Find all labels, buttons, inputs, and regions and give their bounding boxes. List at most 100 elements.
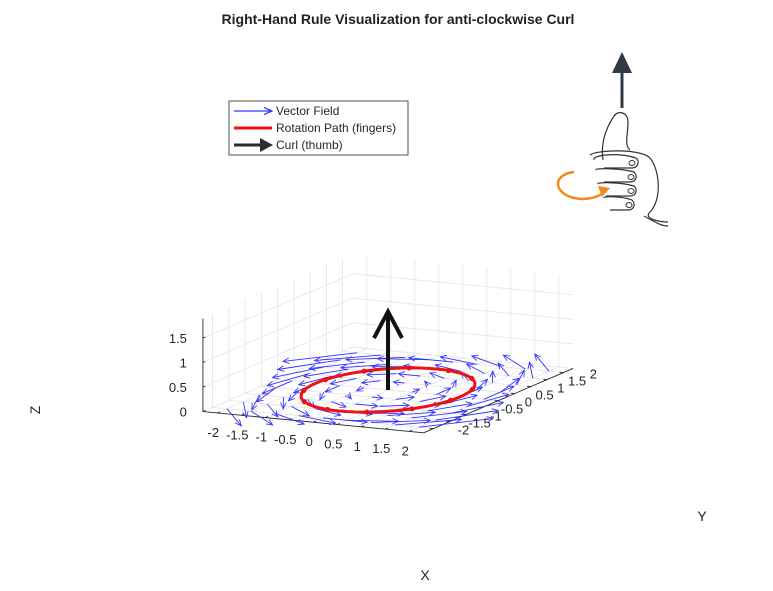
z-tick	[202, 385, 206, 388]
x-tick-label: 1.5	[372, 441, 390, 456]
x-tick	[337, 422, 341, 425]
rotation-path-marker	[364, 409, 370, 415]
vector-field-arrow	[440, 357, 478, 365]
vector-field-arrow	[535, 354, 550, 372]
finger-curl-arrow	[556, 170, 607, 201]
vector-field-arrow	[325, 384, 341, 391]
vector-field-arrow	[472, 356, 502, 368]
vector-field-arrow	[516, 370, 525, 386]
y-tick-label: 0	[525, 395, 532, 410]
rotation-path-circle	[299, 366, 477, 414]
x-tick	[385, 427, 389, 430]
vector-field-arrow	[341, 363, 389, 367]
vector-field-arrow	[530, 362, 533, 379]
z-axis-label: Z	[27, 405, 43, 414]
vector-field-arrow	[266, 403, 278, 417]
rotation-path-marker	[322, 377, 329, 383]
vector-field-arrow	[409, 358, 454, 363]
vector-field-arrow	[331, 401, 347, 407]
y-tick-label: -1.5	[468, 416, 490, 431]
vector-field-arrow	[395, 397, 415, 399]
y-tick-label: 0.5	[536, 388, 554, 403]
vector-field-arrow	[274, 412, 304, 424]
z-tick-label: 0	[180, 405, 187, 420]
vector-field-arrow	[243, 401, 246, 418]
hand-finger-3	[597, 182, 637, 197]
vector-field-arrow	[425, 381, 429, 385]
vector-field-arrow	[419, 396, 446, 403]
vector-field-arrow	[394, 420, 462, 426]
finger-curl-arrow-head	[598, 186, 610, 197]
legend-label-curl: Curl (thumb)	[276, 138, 343, 152]
rotation-path-marker	[409, 406, 415, 412]
vector-field-arrow	[467, 394, 509, 407]
vector-field-arrow	[355, 404, 378, 406]
legend: Vector Field Rotation Path (fingers) Cur…	[228, 100, 409, 156]
vector-field-arrow	[278, 359, 341, 370]
fingernail-2	[627, 174, 635, 180]
z-tick-label: 1.5	[169, 331, 187, 346]
vector-field-arrow	[418, 419, 493, 428]
vector-field-arrow	[467, 364, 486, 374]
vector-field-arrow	[435, 388, 451, 396]
vector-field-arrow	[262, 380, 293, 394]
x-tick	[361, 425, 365, 428]
x-tick	[409, 429, 413, 432]
rotation-path-marker	[406, 365, 412, 371]
vector-field-arrow	[320, 392, 324, 400]
grid-line	[352, 273, 574, 296]
x-axis-line	[202, 411, 424, 434]
x-tick-label: 0.5	[324, 437, 342, 452]
vector-field-arrow	[503, 355, 526, 370]
vector-field-arrow	[346, 420, 399, 421]
x-tick-label: 2	[402, 443, 409, 458]
z-tick	[202, 336, 206, 339]
vector-field-arrow	[346, 357, 406, 359]
vector-field-arrow	[298, 415, 336, 424]
rotation-path-marker	[301, 388, 307, 394]
y-tick-label: 2	[590, 367, 597, 382]
vector-field-arrow	[498, 363, 510, 377]
hand-wrist-outline	[643, 215, 669, 227]
x-axis-label: X	[420, 567, 430, 583]
x-tick	[217, 411, 221, 414]
vector-field-arrow	[357, 388, 365, 391]
y-tick-label: -0.5	[501, 402, 523, 417]
rotation-path-marker	[447, 397, 454, 403]
y-axis-label: Y	[697, 508, 707, 524]
z-tick	[202, 410, 206, 413]
tick-labels: -2 -1.5 -1 -0.5 0 0.5 1 1.5 2-2 -1.5 -1 -0.5 0 0.5 1 1.…	[169, 331, 597, 458]
vector-field-arrow	[371, 397, 383, 398]
chart-title: Right-Hand Rule Visualization for anti-c…	[222, 11, 575, 27]
rotation-path-marker	[469, 386, 475, 392]
vector-field-arrow	[267, 373, 309, 386]
vector-field-arrow	[348, 395, 352, 399]
vector-field-arrow	[362, 381, 381, 383]
x-tick-label: -2	[208, 425, 220, 440]
grid-line	[202, 273, 353, 339]
vector-field-arrow	[257, 387, 277, 402]
vector-field-arrow	[435, 411, 498, 421]
hand-finger-4	[603, 196, 635, 211]
rotation-path-marker	[469, 375, 475, 381]
hand-palm-outline	[589, 150, 669, 223]
rotation-path-marker	[324, 406, 331, 413]
vector-field-arrow	[250, 410, 273, 425]
thumb-direction-arrow-head	[612, 52, 632, 73]
vector-field-arrow	[379, 405, 410, 406]
vector-field-arrow	[411, 389, 420, 392]
vector-field-arrow	[430, 373, 445, 379]
rotation-path-marker	[361, 368, 367, 374]
vector-field-arrow	[330, 377, 357, 383]
hand-finger-2	[595, 168, 637, 183]
fingernail-4	[625, 202, 633, 208]
rotation-path-marker	[301, 399, 307, 405]
vector-field-arrow	[370, 420, 430, 422]
hand-thumb-outline	[601, 112, 631, 161]
grid-line	[202, 297, 353, 363]
legend-label-vector-field: Vector Field	[276, 104, 339, 118]
hand-finger-1	[593, 154, 639, 169]
vector-field-arrow	[475, 379, 487, 391]
x-tick-label: -1.5	[226, 427, 248, 442]
